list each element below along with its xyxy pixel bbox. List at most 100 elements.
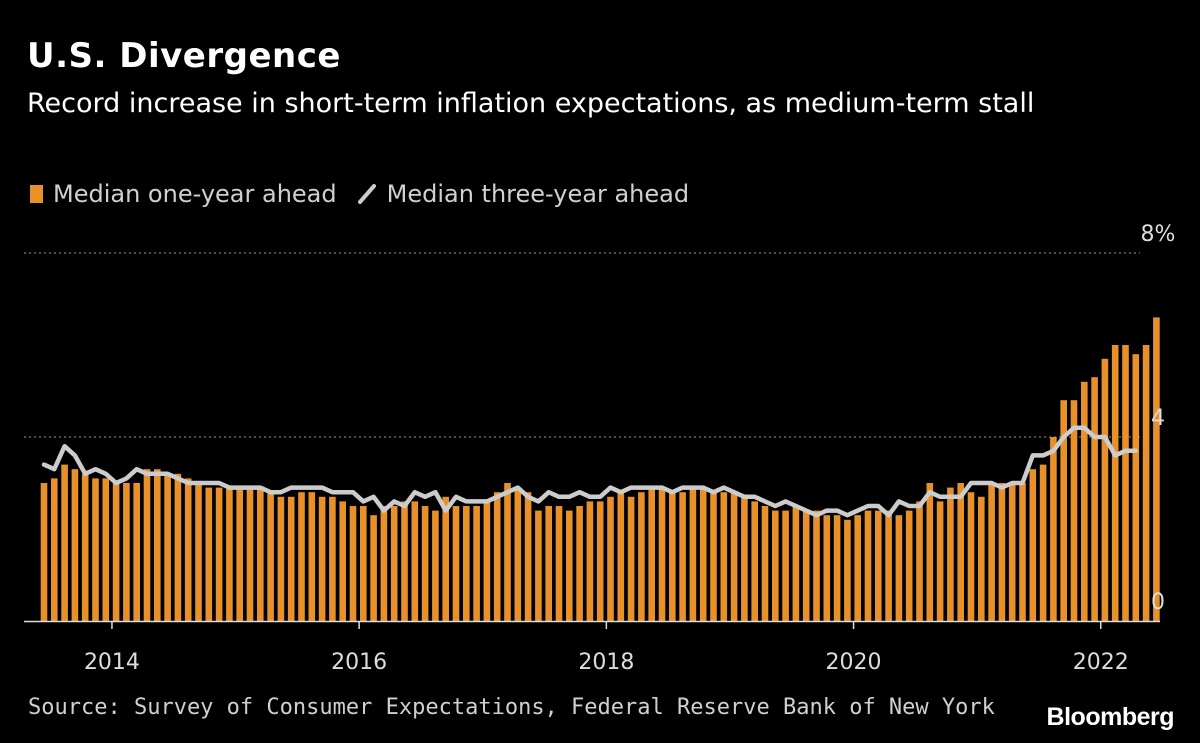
- bar: [390, 506, 398, 621]
- bar: [143, 469, 151, 621]
- bar: [730, 492, 738, 621]
- y-tick-label: 4: [1151, 406, 1165, 431]
- bar: [1008, 483, 1016, 621]
- bar: [586, 501, 594, 621]
- y-tick-label: 0: [1151, 590, 1165, 615]
- bar: [349, 506, 357, 621]
- bar: [844, 519, 851, 621]
- legend: Median one-year ahead Median three-year …: [30, 180, 709, 208]
- legend-item-three-year: Median three-year ahead: [357, 180, 689, 208]
- bloomberg-logo: Bloomberg: [1046, 703, 1175, 731]
- bar: [339, 501, 346, 621]
- source-note: Source: Survey of Consumer Expectations,…: [28, 695, 995, 720]
- bar: [699, 487, 707, 621]
- bar: [267, 492, 274, 621]
- x-tick-label: 2022: [1073, 650, 1129, 675]
- bar: [978, 496, 985, 621]
- bar: [813, 510, 820, 621]
- bar: [1081, 381, 1088, 621]
- bar: [370, 515, 377, 621]
- bar: [792, 506, 800, 621]
- bar: [1029, 469, 1037, 621]
- bar: [823, 515, 831, 621]
- bar: [236, 487, 243, 621]
- bar: [710, 492, 717, 621]
- bar: [123, 483, 130, 621]
- bar: [658, 487, 666, 621]
- chart-title: U.S. Divergence: [27, 36, 341, 76]
- bar: [102, 478, 110, 621]
- bar: [463, 506, 470, 621]
- bar: [607, 496, 614, 621]
- bar: [988, 483, 995, 621]
- bar: [473, 506, 480, 621]
- bar: [545, 506, 552, 621]
- bar: [936, 501, 944, 621]
- bar: [81, 473, 89, 621]
- bar: [751, 501, 758, 621]
- three-year-line: [41, 425, 1139, 518]
- bar: [205, 487, 213, 621]
- bar: [452, 506, 460, 621]
- bar: [504, 483, 511, 621]
- x-tick-label: 2018: [578, 650, 634, 675]
- bar: [51, 478, 58, 621]
- bar: [617, 492, 625, 621]
- bar: [514, 487, 522, 621]
- bar: [627, 496, 635, 621]
- bar: [92, 478, 99, 621]
- bar: [215, 487, 223, 621]
- bar: [1039, 464, 1047, 621]
- bar: [133, 483, 140, 621]
- bar: [40, 483, 48, 621]
- bar: [277, 496, 285, 621]
- bar: [669, 492, 676, 621]
- bar: [329, 496, 336, 621]
- bar: [772, 510, 779, 621]
- bar: [1132, 354, 1140, 621]
- legend-item-one-year: Median one-year ahead: [30, 180, 337, 208]
- bar: [174, 473, 182, 621]
- bar: [864, 510, 872, 621]
- bar: [226, 487, 233, 621]
- bar: [905, 510, 913, 621]
- bar: [112, 483, 120, 621]
- bar: [761, 506, 769, 621]
- bar: [1142, 345, 1150, 621]
- bar-swatch-icon: [30, 185, 43, 203]
- bar: [741, 496, 748, 621]
- bar: [926, 483, 934, 621]
- bar: [483, 501, 491, 621]
- bar: [833, 515, 841, 621]
- bar: [967, 492, 975, 621]
- x-tick-label: 2016: [331, 650, 387, 675]
- bar: [1091, 377, 1098, 621]
- bar: [916, 501, 923, 621]
- bar: [287, 496, 295, 621]
- bar: [1060, 400, 1067, 621]
- bar: [555, 506, 563, 621]
- x-tick-label: 2014: [84, 650, 140, 675]
- bar: [947, 487, 954, 621]
- bar: [308, 492, 316, 621]
- bar: [596, 501, 604, 621]
- bar: [895, 515, 903, 621]
- y-tick-label: 8%: [1141, 222, 1176, 247]
- bar: [648, 487, 655, 621]
- bar: [957, 483, 964, 621]
- bar: [524, 492, 532, 621]
- bar: [257, 487, 264, 621]
- legend-label-one-year: Median one-year ahead: [53, 180, 337, 208]
- bar: [1070, 400, 1078, 621]
- x-tick-label: 2020: [826, 650, 882, 675]
- bar: [61, 464, 68, 621]
- bar: [401, 501, 408, 621]
- bar: [566, 510, 573, 621]
- bar: [298, 492, 305, 621]
- bar: [184, 478, 192, 621]
- legend-label-three-year: Median three-year ahead: [386, 180, 690, 208]
- bar: [854, 515, 861, 621]
- bar: [164, 473, 171, 621]
- line-swatch-icon: [357, 184, 376, 204]
